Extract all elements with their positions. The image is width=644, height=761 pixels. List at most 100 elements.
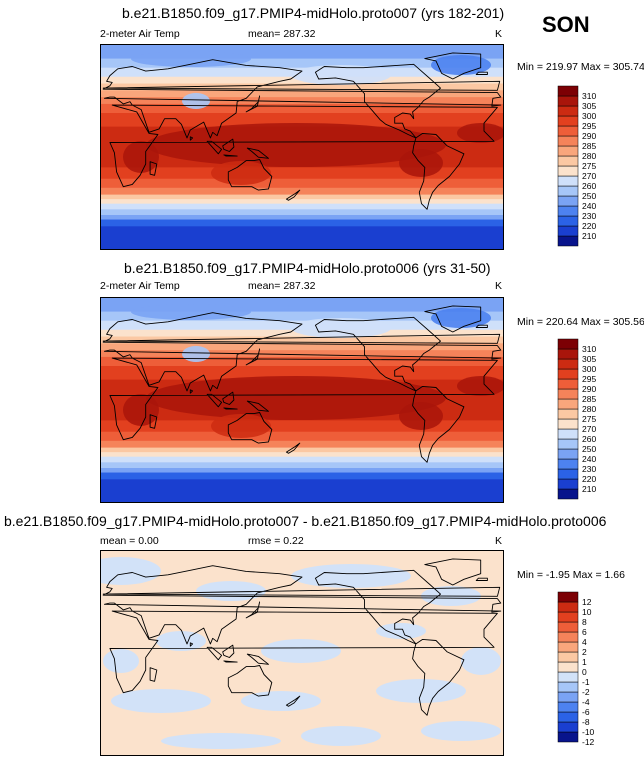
panel-2-colorbar-box-12 — [557, 368, 579, 380]
panel-1-colorbar-box-4 — [557, 195, 579, 207]
panel-2-band-6 — [101, 350, 503, 358]
panel-2-mean-label: mean= 287.32 — [248, 280, 316, 292]
panel-2-colorbar-box-2 — [557, 468, 579, 480]
panel-3-colorbar-tick-14: -12 — [582, 737, 595, 747]
panel-3-mean-label: mean = 0.00 — [100, 535, 159, 547]
panel-1-colorbar: 310 305 300 295 290 285 280 275 270 260 250 240 230 2… — [557, 85, 618, 247]
panel-2-colorbar-tick-0: 310 — [582, 344, 596, 354]
panel-1-colorbar-tick-12: 230 — [582, 211, 596, 221]
panel-3-cool-patch-5 — [261, 639, 341, 663]
panel-1-band-19 — [101, 226, 503, 249]
panel-3-colorbar-box-2 — [557, 711, 579, 723]
panel-1-colorbar-tick-3: 295 — [582, 121, 596, 131]
panel-2-colorbar-tick-4: 290 — [582, 384, 596, 394]
panel-2-colorbar-box-14 — [557, 348, 579, 360]
panel-1-colorbar-box-1 — [557, 225, 579, 237]
panel-2-band-1 — [101, 311, 503, 322]
panel-1-colorbar-tick-13: 220 — [582, 221, 596, 231]
panel-3-colorbar: 12 10 8 6 4 2 1 0 -1 -2 -4 -6 -8 -10 -12 — [557, 591, 618, 752]
panel-2-colorbar-box-15 — [557, 338, 579, 350]
panel-3-colorbar-box-1 — [557, 721, 579, 733]
panel-1-colorbar-box-13 — [557, 105, 579, 117]
panel-1-field — [101, 45, 503, 249]
panel-1-colorbar-tick-4: 290 — [582, 131, 596, 141]
panel-3-colorbar-box-7 — [557, 661, 579, 673]
panel-1-colorbar-tick-8: 270 — [582, 171, 596, 181]
panel-2-map — [100, 297, 504, 503]
panel-3-cool-patch-7 — [111, 689, 211, 713]
panel-3-cool-patch-12 — [301, 726, 381, 746]
panel-1-colorbar-box-0 — [557, 235, 579, 247]
panel-1-colorbar-tick-14: 210 — [582, 231, 596, 241]
panel-2-colorbar-tick-2: 300 — [582, 364, 596, 374]
panel-1-colorbar-tick-10: 250 — [582, 191, 596, 201]
panel-2-minmax: Min = 220.64 Max = 305.56 — [517, 316, 644, 328]
panel-2-band-18 — [101, 472, 503, 480]
panel-2-band-14 — [101, 452, 503, 458]
panel-1-atlantic-hot — [457, 123, 503, 143]
panel-2-band-4 — [101, 336, 503, 344]
panel-1-greenland-cold — [431, 55, 491, 75]
panel-1-band-7 — [101, 103, 503, 114]
panel-1-colorbar-box-11 — [557, 125, 579, 137]
panel-3-colorbar-tick-11: -6 — [582, 707, 590, 717]
panel-2-greenland-cold — [431, 308, 491, 328]
panel-3-colorbar-box-0 — [557, 731, 579, 743]
panel-2-colorbar-box-10 — [557, 388, 579, 400]
panel-3-colorbar-tick-1: 10 — [582, 607, 592, 617]
panel-2-band-16 — [101, 462, 503, 469]
panel-3-colorbar-box-5 — [557, 681, 579, 693]
panel-1-colorbar-box-15 — [557, 85, 579, 97]
panel-2-australia-warm — [211, 414, 271, 438]
panel-1-minmax: Min = 219.97 Max = 305.74 — [517, 61, 644, 73]
panel-3-cool-patch-14 — [103, 649, 139, 673]
panel-2-band-19 — [101, 479, 503, 502]
panel-1-band-6 — [101, 97, 503, 105]
panel-3-colorbar-box-14 — [557, 591, 579, 603]
panel-3-title: b.e21.B1850.f09_g17.PMIP4-midHolo.proto0… — [4, 513, 607, 529]
panel-2-band-13 — [101, 447, 503, 453]
panel-3-colorbar-tick-3: 6 — [582, 627, 587, 637]
panel-2-band-7 — [101, 356, 503, 367]
panel-3-colorbar-box-8 — [557, 651, 579, 663]
panel-3-colorbar-tick-9: -2 — [582, 687, 590, 697]
panel-3-units: K — [495, 535, 503, 547]
panel-1-colorbar-box-10 — [557, 135, 579, 147]
panel-1-colorbar-box-5 — [557, 185, 579, 197]
panel-1-colorbar-box-9 — [557, 145, 579, 157]
panel-3-colorbar-tick-8: -1 — [582, 677, 590, 687]
panel-1-colorbar-box-3 — [557, 205, 579, 217]
panel-2-band-10 — [101, 420, 503, 433]
panel-3-colorbar-box-12 — [557, 611, 579, 623]
panel-3-colorbar-box-11 — [557, 621, 579, 633]
panel-1-band-5 — [101, 90, 503, 98]
panel-2-colorbar-tick-1: 305 — [582, 354, 596, 364]
panel-3-cool-patch-11 — [161, 733, 281, 749]
panel-2-colorbar-tick-6: 280 — [582, 404, 596, 414]
panel-2-colorbar-box-7 — [557, 418, 579, 430]
panel-1-colorbar-tick-2: 300 — [582, 111, 596, 121]
panel-2-colorbar-tick-11: 240 — [582, 454, 596, 464]
panel-1-colorbar-box-12 — [557, 115, 579, 127]
panel-1-colorbar-tick-1: 305 — [582, 101, 596, 111]
panel-3-rmse-label: rmse = 0.22 — [248, 535, 304, 547]
panel-1-units: K — [495, 28, 503, 40]
panel-2-africa-hot — [123, 394, 159, 426]
panel-3-cool-patch-0 — [101, 557, 161, 585]
panel-1-colorbar-tick-6: 280 — [582, 151, 596, 161]
panel-3-cool-patch-9 — [376, 679, 466, 703]
panel-1-band-4 — [101, 83, 503, 91]
panel-2-tibet-cold — [182, 346, 210, 362]
panel-2-colorbar-box-9 — [557, 398, 579, 410]
panel-2-coastlines — [102, 305, 502, 463]
panel-2-colorbar-box-6 — [557, 428, 579, 440]
panel-2-colorbar-tick-13: 220 — [582, 474, 596, 484]
panel-1-band-13 — [101, 194, 503, 200]
panel-1-colorbar-box-2 — [557, 215, 579, 227]
panel-3-colorbar-box-3 — [557, 701, 579, 713]
season-label: SON — [542, 12, 590, 37]
panel-3-colorbar-tick-13: -10 — [582, 727, 595, 737]
panel-1-variable-label: 2-meter Air Temp — [100, 28, 180, 40]
panel-3-colorbar-tick-7: 0 — [582, 667, 587, 677]
panel-3-cool-patch-6 — [376, 623, 426, 639]
